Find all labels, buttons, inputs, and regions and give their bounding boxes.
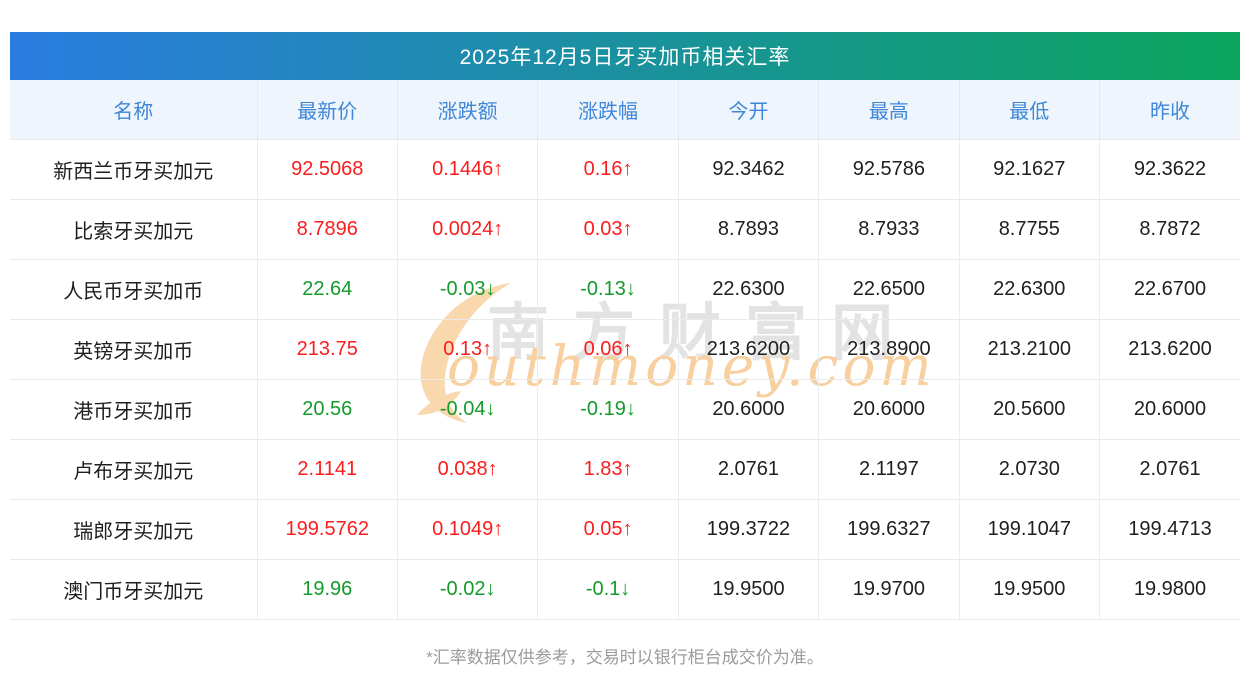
column-header-4: 今开 — [678, 80, 820, 139]
cell-name: 新西兰币牙买加元 — [10, 138, 258, 199]
table-row: 人民币牙买加币 22.64 -0.03↓ -0.13↓ 22.6300 22.6500 22… — [10, 258, 1240, 319]
cell-change: 0.0024↑ — [397, 198, 539, 259]
cell-open: 213.6200 — [678, 318, 820, 379]
cell-name: 港币牙买加币 — [10, 378, 258, 439]
cell-name: 比索牙买加元 — [10, 198, 258, 259]
cell-change: 0.1446↑ — [397, 138, 539, 199]
cell-prev: 199.4713 — [1099, 498, 1240, 559]
cell-prev: 19.9800 — [1099, 558, 1240, 620]
column-header-2: 涨跌额 — [397, 80, 539, 139]
cell-change: 0.13↑ — [397, 318, 539, 379]
cell-pct: 1.83↑ — [537, 438, 679, 499]
cell-change: -0.04↓ — [397, 378, 539, 439]
table-row: 瑞郎牙买加元 199.5762 0.1049↑ 0.05↑ 199.3722 199.63… — [10, 498, 1240, 559]
cell-name: 澳门币牙买加元 — [10, 558, 258, 620]
cell-last: 92.5068 — [257, 138, 398, 199]
cell-open: 199.3722 — [678, 498, 820, 559]
cell-open: 2.0761 — [678, 438, 820, 499]
cell-low: 213.2100 — [959, 318, 1100, 379]
disclaimer-text: *汇率数据仅供参考，交易时以银行柜台成交价为准。 — [426, 647, 824, 667]
cell-high: 19.9700 — [818, 558, 960, 620]
cell-pct: -0.1↓ — [537, 558, 679, 620]
cell-last: 213.75 — [257, 318, 398, 379]
table-header-row: 名称 最新价 涨跌额 涨跌幅 今开 最高 最低 昨收 — [10, 80, 1240, 139]
table-row: 卢布牙买加元 2.1141 0.038↑ 1.83↑ 2.0761 2.1197 2.073… — [10, 438, 1240, 499]
cell-pct: 0.06↑ — [537, 318, 679, 379]
cell-name: 卢布牙买加元 — [10, 438, 258, 499]
cell-pct: 0.16↑ — [537, 138, 679, 199]
cell-open: 19.9500 — [678, 558, 820, 620]
cell-open: 22.6300 — [678, 258, 820, 319]
cell-last: 8.7896 — [257, 198, 398, 259]
table-row: 英镑牙买加币 213.75 0.13↑ 0.06↑ 213.6200 213.8900 21… — [10, 318, 1240, 379]
cell-name: 瑞郎牙买加元 — [10, 498, 258, 559]
cell-change: 0.038↑ — [397, 438, 539, 499]
cell-prev: 20.6000 — [1099, 378, 1240, 439]
cell-prev: 2.0761 — [1099, 438, 1240, 499]
page-title: 2025年12月5日牙买加币相关汇率 — [10, 32, 1240, 80]
table-row: 港币牙买加币 20.56 -0.04↓ -0.19↓ 20.6000 20.6000 20.… — [10, 378, 1240, 439]
cell-open: 8.7893 — [678, 198, 820, 259]
cell-change: 0.1049↑ — [397, 498, 539, 559]
cell-low: 2.0730 — [959, 438, 1100, 499]
cell-low: 92.1627 — [959, 138, 1100, 199]
cell-change: -0.03↓ — [397, 258, 539, 319]
cell-high: 92.5786 — [818, 138, 960, 199]
cell-low: 20.5600 — [959, 378, 1100, 439]
cell-last: 2.1141 — [257, 438, 398, 499]
cell-high: 20.6000 — [818, 378, 960, 439]
cell-prev: 8.7872 — [1099, 198, 1240, 259]
cell-last: 22.64 — [257, 258, 398, 319]
column-header-0: 名称 — [10, 80, 258, 139]
cell-low: 8.7755 — [959, 198, 1100, 259]
cell-pct: 0.03↑ — [537, 198, 679, 259]
cell-low: 199.1047 — [959, 498, 1100, 559]
cell-change: -0.02↓ — [397, 558, 539, 620]
column-header-6: 最低 — [959, 80, 1100, 139]
exchange-rate-panel: 2025年12月5日牙买加币相关汇率 名称 最新价 涨跌额 涨跌幅 今开 最高 最低 昨收 新… — [10, 32, 1240, 668]
cell-high: 199.6327 — [818, 498, 960, 559]
cell-open: 20.6000 — [678, 378, 820, 439]
cell-high: 8.7933 — [818, 198, 960, 259]
cell-pct: -0.19↓ — [537, 378, 679, 439]
column-header-1: 最新价 — [257, 80, 398, 139]
cell-prev: 213.6200 — [1099, 318, 1240, 379]
cell-last: 20.56 — [257, 378, 398, 439]
column-header-7: 昨收 — [1099, 80, 1240, 139]
cell-last: 19.96 — [257, 558, 398, 620]
cell-name: 英镑牙买加币 — [10, 318, 258, 379]
cell-prev: 22.6700 — [1099, 258, 1240, 319]
table-row: 澳门币牙买加元 19.96 -0.02↓ -0.1↓ 19.9500 19.9700 19.… — [10, 558, 1240, 620]
cell-open: 92.3462 — [678, 138, 820, 199]
exchange-rate-table: 名称 最新价 涨跌额 涨跌幅 今开 最高 最低 昨收 新西兰币牙买加元 92.5068 0.144… — [10, 80, 1240, 620]
cell-high: 2.1197 — [818, 438, 960, 499]
column-header-3: 涨跌幅 — [537, 80, 679, 139]
cell-pct: -0.13↓ — [537, 258, 679, 319]
cell-last: 199.5762 — [257, 498, 398, 559]
table-row: 比索牙买加元 8.7896 0.0024↑ 0.03↑ 8.7893 8.7933 8.77… — [10, 198, 1240, 259]
cell-pct: 0.05↑ — [537, 498, 679, 559]
cell-low: 19.9500 — [959, 558, 1100, 620]
table-row: 新西兰币牙买加元 92.5068 0.1446↑ 0.16↑ 92.3462 92.578… — [10, 138, 1240, 199]
cell-high: 213.8900 — [818, 318, 960, 379]
cell-name: 人民币牙买加币 — [10, 258, 258, 319]
cell-prev: 92.3622 — [1099, 138, 1240, 199]
column-header-5: 最高 — [818, 80, 960, 139]
cell-low: 22.6300 — [959, 258, 1100, 319]
cell-high: 22.6500 — [818, 258, 960, 319]
